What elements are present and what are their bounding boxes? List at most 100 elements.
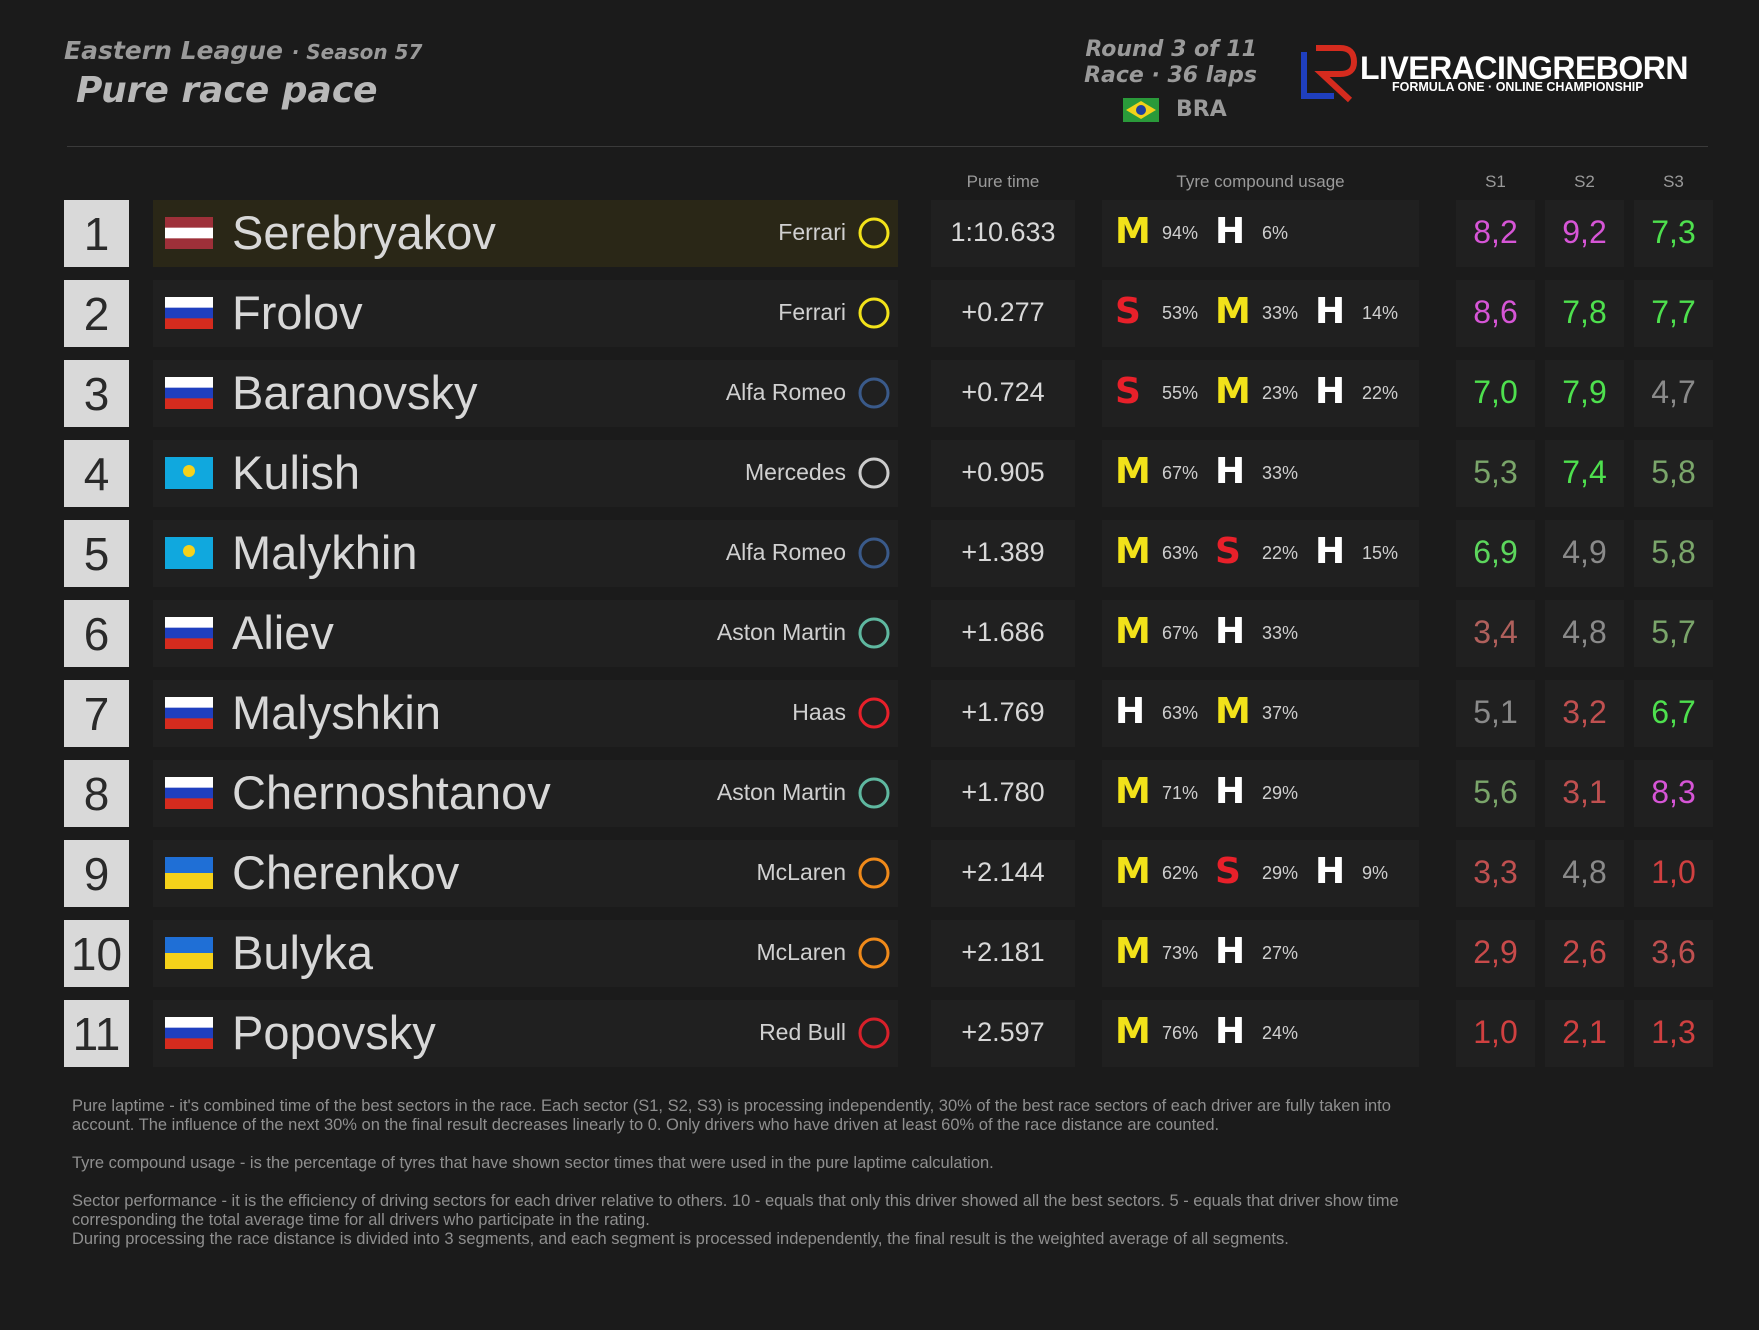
tyre-compound: H xyxy=(1215,451,1246,492)
sector-rating: 3,4 xyxy=(1473,614,1518,650)
tyre-panel xyxy=(1102,1000,1419,1067)
sector-panel xyxy=(1456,920,1535,987)
team-logo xyxy=(858,937,890,969)
league-line: Eastern League · Season 57 xyxy=(64,36,422,65)
title: Pure race pace xyxy=(76,70,378,111)
sector-rating: 2,6 xyxy=(1562,934,1607,970)
sector-rating: 8,6 xyxy=(1473,294,1518,330)
tyre-compound: H xyxy=(1215,771,1246,812)
sector-panel xyxy=(1545,200,1624,267)
sector-panel xyxy=(1545,1000,1624,1067)
tyre-share: 76% xyxy=(1162,1023,1199,1043)
tyre-compound: M xyxy=(1215,691,1251,732)
sector-panel xyxy=(1456,840,1535,907)
tyre-share: 33% xyxy=(1262,623,1299,643)
driver-panel xyxy=(153,200,898,267)
team-logo xyxy=(858,457,890,489)
sector-rating: 5,8 xyxy=(1651,454,1696,490)
sector-rating: 3,2 xyxy=(1562,694,1607,730)
position: 8 xyxy=(64,760,129,827)
sector-rating: 1,0 xyxy=(1473,1014,1518,1050)
tyre-share: 24% xyxy=(1262,1023,1299,1043)
sector-rating: 8,2 xyxy=(1473,214,1518,250)
sector-rating: 7,7 xyxy=(1651,294,1696,330)
flag xyxy=(165,217,213,249)
tyre-compound: H xyxy=(1215,211,1246,252)
team: Mercedes xyxy=(745,459,846,485)
driver-panel xyxy=(153,600,898,667)
sector-rating: 6,9 xyxy=(1473,534,1518,570)
driver-panel xyxy=(153,1000,898,1067)
tyre-compound: M xyxy=(1115,611,1151,652)
position: 4 xyxy=(64,440,129,507)
tyre-share: 9% xyxy=(1362,863,1389,883)
tyre-share: 23% xyxy=(1262,383,1299,403)
sector-rating: 7,0 xyxy=(1473,374,1518,410)
tyre-compound: H xyxy=(1115,691,1146,732)
team-logo xyxy=(858,617,890,649)
position: 1 xyxy=(64,200,129,267)
tyre-panel xyxy=(1102,920,1419,987)
time-panel xyxy=(931,680,1075,747)
sector-rating: 2,9 xyxy=(1473,934,1518,970)
tyre-share: 33% xyxy=(1262,303,1299,323)
tyre-panel xyxy=(1102,760,1419,827)
time-panel xyxy=(931,360,1075,427)
sector-rating: 7,9 xyxy=(1562,374,1607,410)
team: Aston Martin xyxy=(716,779,846,805)
sector-rating: 4,8 xyxy=(1562,614,1607,650)
team-logo xyxy=(858,537,890,569)
sector-panel xyxy=(1634,680,1713,747)
sector-panel xyxy=(1456,280,1535,347)
sector-panel xyxy=(1545,280,1624,347)
team-logo xyxy=(858,857,890,889)
position: 2 xyxy=(64,280,129,347)
sector-rating: 5,7 xyxy=(1651,614,1696,650)
sector-rating: 5,3 xyxy=(1473,454,1518,490)
sector-panel xyxy=(1545,920,1624,987)
driver: Malykhin xyxy=(232,526,418,579)
sector-rating: 9,2 xyxy=(1562,214,1607,250)
flag xyxy=(165,1017,213,1049)
tyre-compound: S xyxy=(1215,531,1241,572)
tyre-share: 22% xyxy=(1362,383,1399,403)
tyre-compound: H xyxy=(1315,531,1346,572)
tyre-panel xyxy=(1102,840,1419,907)
flag xyxy=(165,617,213,649)
driver: Chernoshtanov xyxy=(232,766,551,819)
driver-panel xyxy=(153,280,898,347)
sector-panel xyxy=(1545,600,1624,667)
col-header: S2 xyxy=(1574,172,1595,191)
sector-panel xyxy=(1545,440,1624,507)
sector-rating: 4,7 xyxy=(1651,374,1696,410)
time-panel xyxy=(931,440,1075,507)
time-panel xyxy=(931,920,1075,987)
tyre-share: 55% xyxy=(1162,383,1199,403)
pure-time: +2.181 xyxy=(961,937,1045,967)
tyre-share: 29% xyxy=(1262,783,1299,803)
driver: Baranovsky xyxy=(232,366,478,419)
country-flag xyxy=(1123,98,1159,122)
sector-panel xyxy=(1545,840,1624,907)
position: 3 xyxy=(64,360,129,427)
tyre-share: 63% xyxy=(1162,703,1199,723)
tyre-compound: M xyxy=(1115,211,1151,252)
tyre-share: 6% xyxy=(1262,223,1289,243)
tyre-panel xyxy=(1102,440,1419,507)
tyre-compound: H xyxy=(1315,371,1346,412)
sector-panel xyxy=(1545,520,1624,587)
position: 6 xyxy=(64,600,129,667)
tyre-compound: M xyxy=(1115,1011,1151,1052)
tyre-compound: M xyxy=(1115,771,1151,812)
notes: Pure laptime - it's combined time of the… xyxy=(72,1097,1432,1268)
flag xyxy=(165,537,213,569)
pure-time: +1.780 xyxy=(961,777,1045,807)
pure-time: +1.769 xyxy=(961,697,1045,727)
note: During processing the race distance is d… xyxy=(72,1230,1289,1248)
flag xyxy=(165,377,213,409)
tyre-share: 73% xyxy=(1162,943,1199,963)
pure-time: +2.144 xyxy=(961,857,1045,887)
flag xyxy=(165,297,213,329)
team: Haas xyxy=(792,699,846,725)
